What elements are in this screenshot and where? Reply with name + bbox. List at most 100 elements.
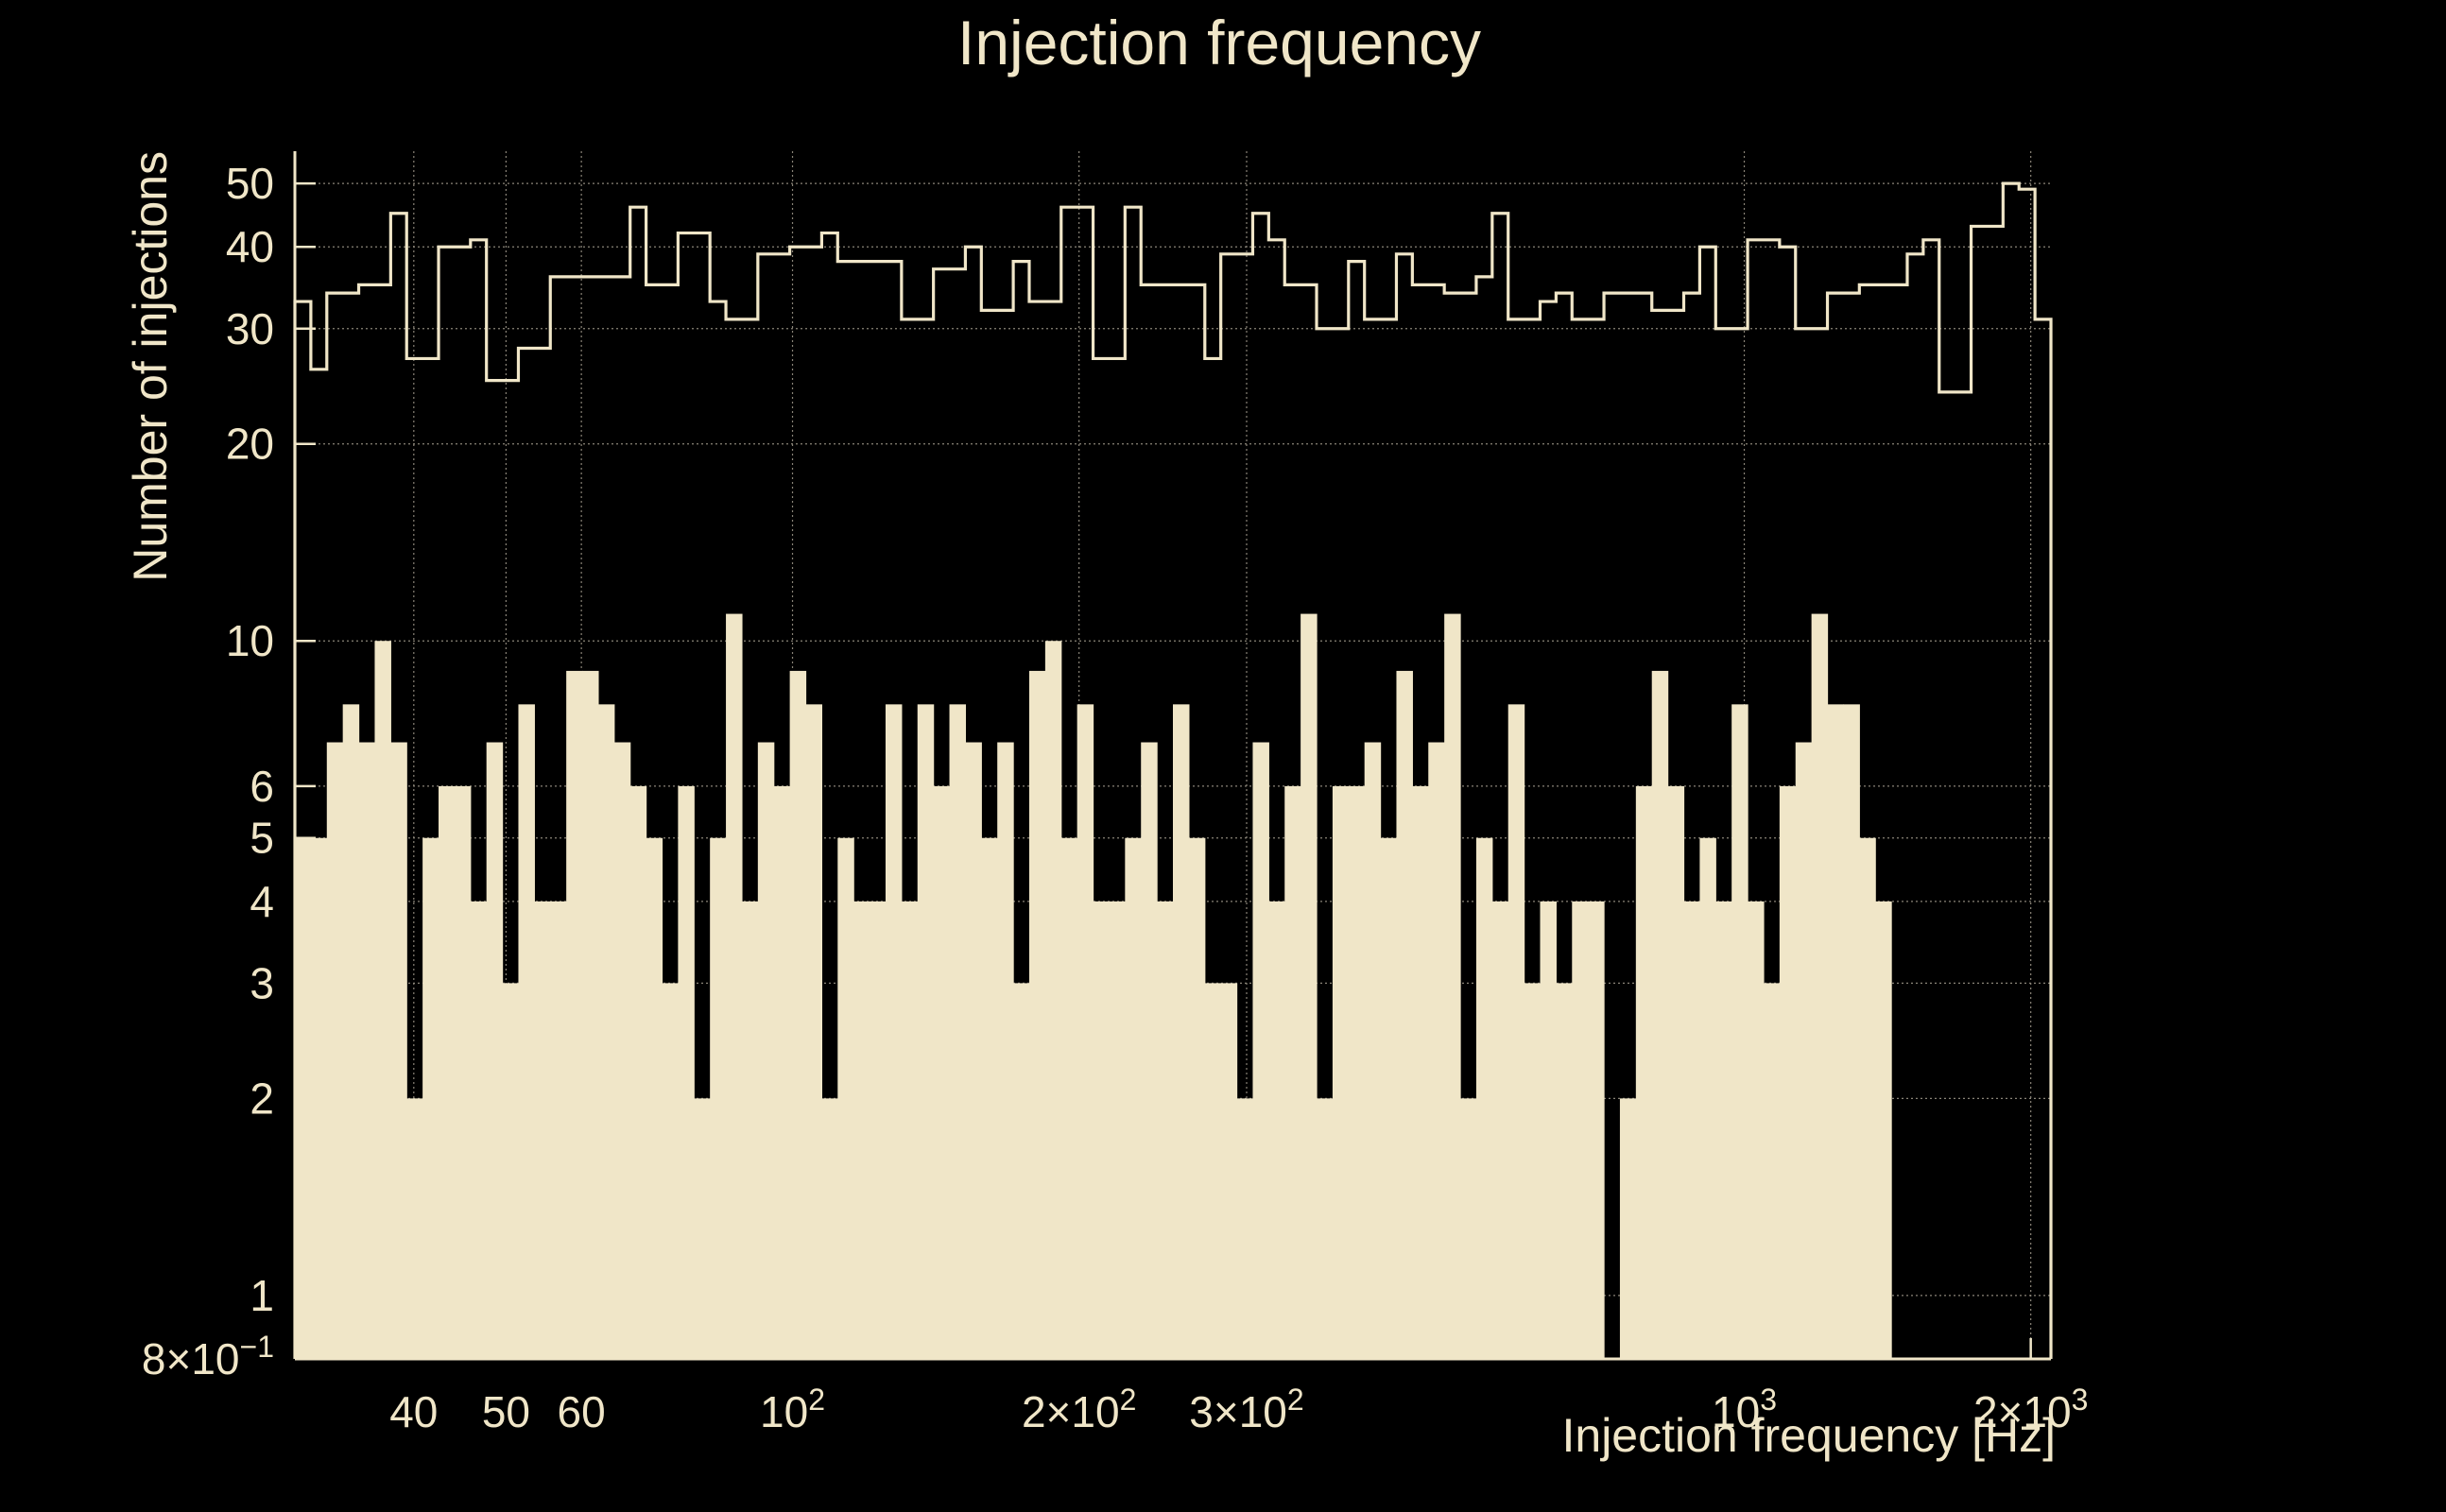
histogram-bar: [1540, 901, 1557, 1359]
histogram-bar: [470, 901, 488, 1359]
histogram-bar: [1188, 837, 1206, 1359]
histogram-bar: [1843, 704, 1860, 1359]
histogram-bar: [1667, 785, 1685, 1359]
histogram-bar: [1252, 742, 1269, 1359]
histogram-bar: [534, 901, 551, 1359]
chart-title: Injection frequency: [957, 8, 1481, 77]
histogram-bar: [1220, 983, 1238, 1359]
histogram-bar: [1748, 901, 1765, 1359]
histogram-bar: [1204, 983, 1222, 1359]
y-axis-label: Number of injections: [124, 151, 177, 582]
histogram-bar: [1827, 704, 1845, 1359]
step-line: [293, 181, 2053, 1359]
x-tick-label: 3×102: [1189, 1383, 1303, 1436]
histogram-bar: [1619, 1098, 1637, 1359]
histogram-bar: [710, 837, 727, 1359]
histogram-bar: [1348, 785, 1366, 1359]
histogram-bar: [1077, 704, 1094, 1359]
histogram-bar: [358, 742, 376, 1359]
y-tick-label: 4: [250, 877, 274, 926]
histogram-bar: [566, 670, 583, 1359]
histogram-bar: [1125, 837, 1142, 1359]
histogram-bar: [374, 641, 391, 1359]
histogram-bar: [1699, 837, 1716, 1359]
y-tick-label: 3: [250, 958, 274, 1007]
histogram-bar: [582, 670, 599, 1359]
histogram-bar: [310, 837, 328, 1359]
histogram-bar: [805, 704, 822, 1359]
histogram-bar: [1317, 1098, 1334, 1359]
axes: [293, 151, 2051, 1361]
histogram-bar: [1109, 901, 1126, 1359]
histogram-bar: [694, 1098, 711, 1359]
x-axis-label: Injection frequency [Hz]: [1562, 1409, 2057, 1462]
histogram-bar: [1332, 785, 1350, 1359]
histogram-bar: [1859, 837, 1876, 1359]
histogram-bar: [1507, 704, 1525, 1359]
histogram-bar: [1364, 742, 1382, 1359]
histogram-bar: [981, 837, 998, 1359]
histogram-bar: [789, 670, 807, 1359]
y-tick-label: 2: [250, 1074, 274, 1123]
histogram-bar: [422, 837, 439, 1359]
y-tick-label: 1: [250, 1271, 274, 1320]
histogram-bar: [1779, 785, 1797, 1359]
histogram-bar: [390, 742, 407, 1359]
histogram-bar: [965, 742, 982, 1359]
histogram-bar: [1875, 901, 1892, 1359]
y-tick-label: 50: [226, 159, 274, 208]
histogram-bar: [821, 1098, 838, 1359]
histogram-bar: [597, 704, 615, 1359]
histogram-bar: [837, 837, 854, 1359]
y-tick-label: 10: [226, 616, 274, 665]
histogram-bar: [662, 983, 679, 1359]
x-tick-label: 40: [389, 1387, 438, 1436]
histogram-bar: [1683, 901, 1700, 1359]
histogram-bar: [1412, 785, 1429, 1359]
histogram-bar: [1588, 901, 1605, 1359]
x-tick-label: 60: [558, 1387, 606, 1436]
histogram-bar: [1444, 613, 1461, 1359]
histogram-bar: [1173, 704, 1190, 1359]
histogram-bar: [1093, 901, 1111, 1359]
histogram-bar: [1284, 785, 1301, 1359]
histogram-bar: [726, 613, 743, 1359]
histogram-bar: [613, 742, 631, 1359]
histogram-bar: [1572, 901, 1589, 1359]
histogram-bar: [933, 785, 951, 1359]
histogram-bar: [1524, 983, 1542, 1359]
histogram-bar: [1460, 1098, 1477, 1359]
x-tick-label: 102: [760, 1383, 825, 1436]
histogram-bar: [1763, 983, 1781, 1359]
histogram-bar: [1236, 1098, 1254, 1359]
histogram-bar: [917, 704, 935, 1359]
histogram-bar: [1811, 613, 1829, 1359]
y-tick-label: 8×10−1: [142, 1330, 274, 1383]
histogram-bar: [1715, 901, 1732, 1359]
histogram-bar: [885, 704, 903, 1359]
histogram-bar: [646, 837, 663, 1359]
y-tick-label: 6: [250, 762, 274, 811]
x-tick-labels: 40 50 60 102 2×102 3×102 103 2×103: [389, 1383, 2088, 1436]
histogram-bar: [1028, 670, 1046, 1359]
histogram-bar: [1060, 837, 1078, 1359]
histogram-bar: [1157, 901, 1174, 1359]
histogram-bar: [853, 901, 870, 1359]
histogram-bar: [1268, 901, 1285, 1359]
y-tick-label: 5: [250, 814, 274, 863]
histogram-bar: [502, 983, 520, 1359]
histogram-bar: [1044, 641, 1062, 1359]
x-tick-label: 50: [482, 1387, 530, 1436]
found-injections-series: [295, 613, 1892, 1359]
histogram-bar: [1556, 983, 1573, 1359]
histogram-bar: [1013, 983, 1030, 1359]
histogram-bar: [406, 1098, 423, 1359]
x-tick-label: 2×102: [1022, 1383, 1136, 1436]
histogram-bar: [439, 785, 456, 1359]
histogram-bar: [486, 742, 504, 1359]
histogram-bar: [1380, 837, 1398, 1359]
histogram-bar: [1475, 837, 1493, 1359]
histogram-bar: [326, 742, 344, 1359]
histogram-bar: [741, 901, 759, 1359]
